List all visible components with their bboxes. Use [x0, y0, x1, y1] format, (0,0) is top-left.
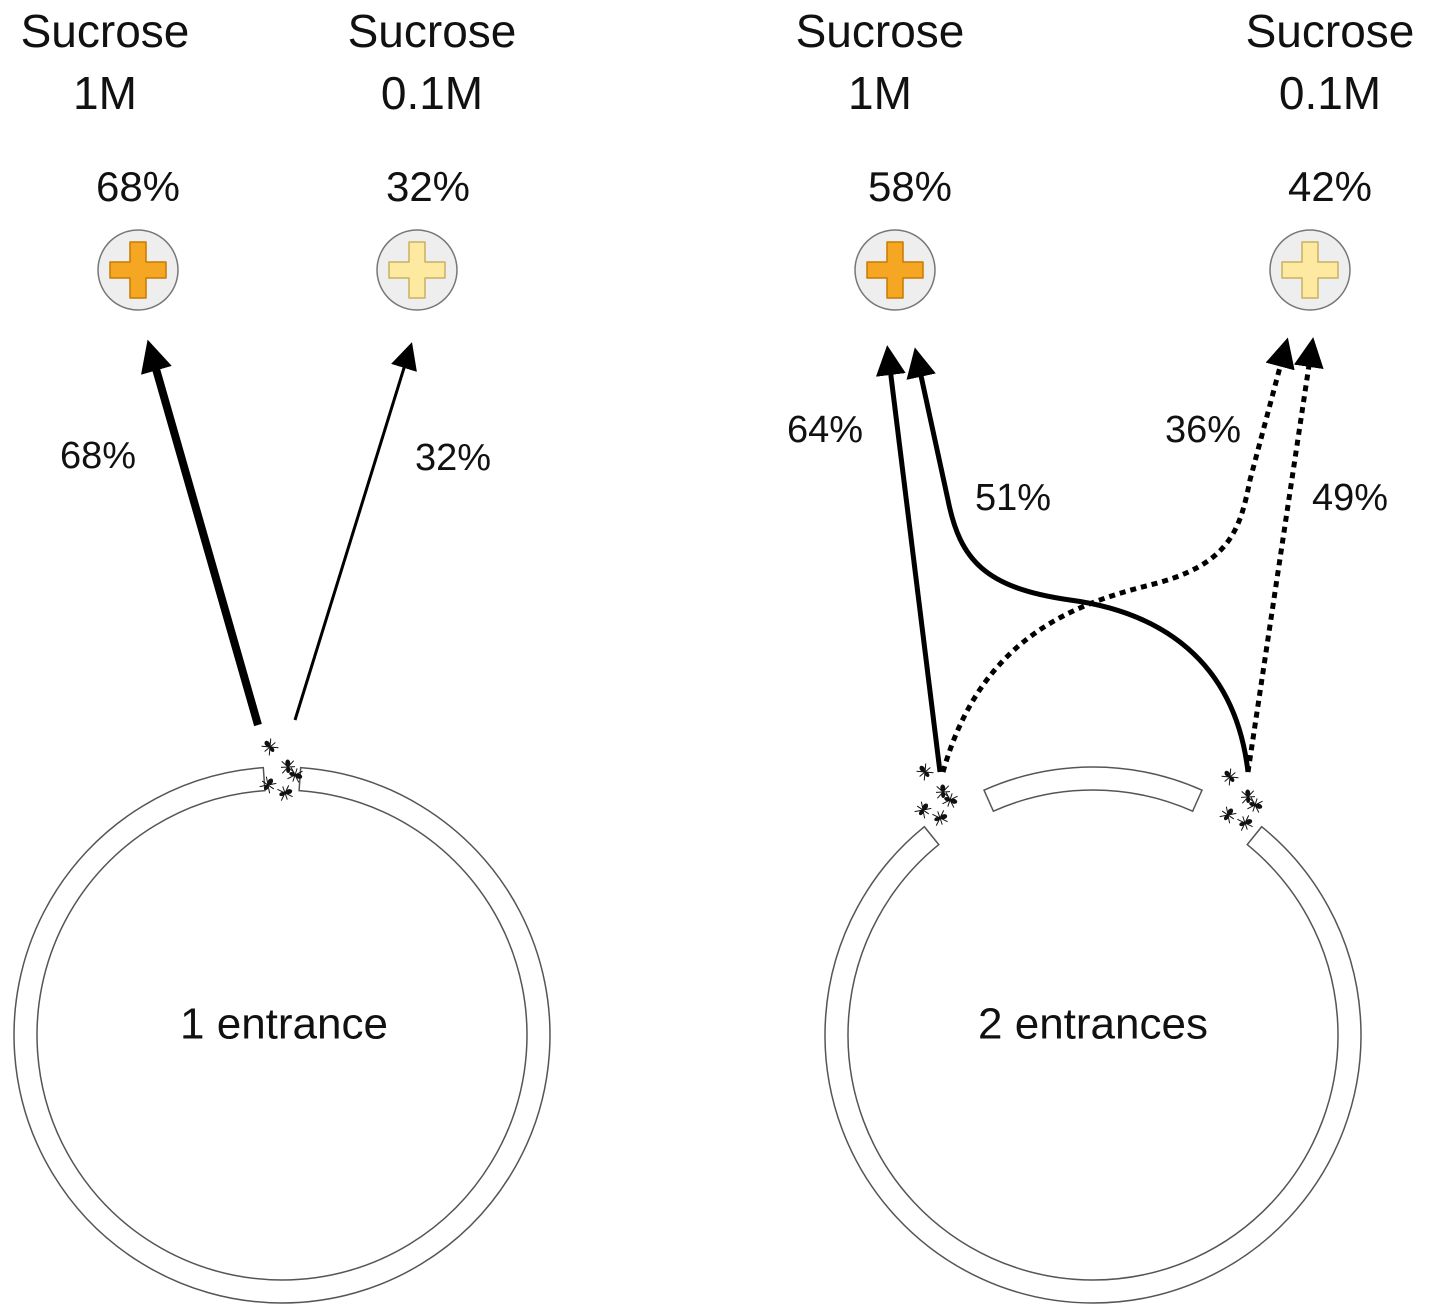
nest-label: 2 entrances — [978, 1000, 1208, 1049]
ant — [287, 767, 303, 783]
feeder-name: Sucrose — [796, 5, 965, 57]
ant — [916, 763, 934, 781]
feeder-cross — [109, 241, 167, 299]
path-label: 49% — [1312, 477, 1388, 519]
path-arrow — [1245, 337, 1324, 773]
path-label: 51% — [975, 477, 1051, 519]
nest-wall — [824, 825, 1362, 1304]
feeder-concentration: 0.1M — [1279, 67, 1381, 119]
path-arrow — [293, 342, 417, 721]
feeder-cross — [866, 241, 924, 299]
ant — [932, 810, 948, 826]
ants — [914, 763, 958, 826]
feeder-cross — [1281, 241, 1339, 299]
feeder-icon — [854, 229, 936, 311]
feeder-concentration: 1M — [73, 67, 137, 119]
ant — [1240, 789, 1256, 804]
ants — [259, 738, 303, 801]
path-arrow — [940, 337, 1295, 773]
path-label: 32% — [415, 437, 491, 479]
panel-right: Sucrose 1M Sucrose 0.1M 58% 42% 64% 51% … — [787, 5, 1415, 1304]
path-arrow — [141, 339, 262, 727]
feeder-concentration: 0.1M — [381, 67, 483, 119]
nest-wall — [983, 766, 1204, 813]
path-label: 36% — [1165, 409, 1241, 451]
feeder-name: Sucrose — [1246, 5, 1415, 57]
feeder-name: Sucrose — [21, 5, 190, 57]
feeder-share: 58% — [868, 163, 952, 210]
path-arrow — [875, 345, 943, 773]
feeder-icon — [1269, 229, 1351, 311]
feeder-icon — [376, 229, 458, 311]
ant — [935, 784, 951, 799]
ant — [261, 738, 279, 756]
feeder-share: 68% — [96, 163, 180, 210]
feeder-name: Sucrose — [348, 5, 517, 57]
nest-label: 1 entrance — [180, 1000, 388, 1049]
path-arrow — [906, 347, 1251, 773]
panel-left: Sucrose 1M Sucrose 0.1M 68% 32% 68% 32% … — [13, 5, 551, 1304]
feeder-cross — [388, 241, 446, 299]
nest-wall — [13, 766, 551, 1304]
ant — [277, 785, 293, 801]
feeder-share: 32% — [386, 163, 470, 210]
feeder-share: 42% — [1288, 163, 1372, 210]
ant — [1219, 806, 1237, 824]
nest — [13, 766, 551, 1304]
ant — [942, 792, 958, 808]
feeder-icon — [97, 229, 179, 311]
ant — [1221, 768, 1239, 786]
ant — [280, 759, 296, 774]
path-label: 64% — [787, 409, 863, 451]
ant — [1247, 797, 1263, 813]
nest — [824, 766, 1362, 1304]
path-label: 68% — [60, 435, 136, 477]
ant — [914, 801, 932, 819]
ant — [1237, 815, 1253, 831]
ant — [259, 776, 277, 794]
ants — [1219, 768, 1263, 831]
feeder-concentration: 1M — [848, 67, 912, 119]
